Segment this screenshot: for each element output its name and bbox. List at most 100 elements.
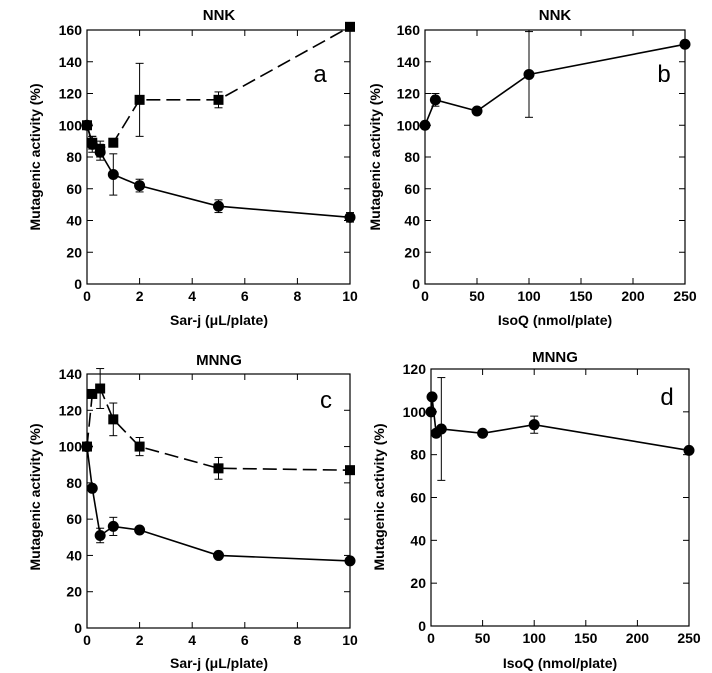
data-point-square	[134, 94, 145, 105]
panel-a-title: NNK	[203, 7, 236, 24]
data-point-circle	[471, 105, 483, 117]
data-point-circle	[435, 423, 447, 435]
y-tick-label: 20	[66, 244, 82, 260]
x-tick-label: 50	[469, 288, 485, 304]
data-point-circle	[344, 211, 356, 223]
series-line-square	[86, 26, 351, 151]
y-tick-label: 120	[59, 402, 83, 418]
data-point-circle	[94, 146, 106, 158]
y-tick-label: 20	[410, 575, 426, 591]
data-point-circle	[213, 549, 224, 561]
panel-d-y-axis-label: Mutagenic activity (%)	[371, 423, 387, 570]
x-tick-label: 0	[83, 632, 91, 648]
y-tick-label: 40	[404, 213, 420, 229]
x-tick-label: 200	[626, 630, 650, 646]
y-tick-label: 140	[59, 54, 83, 70]
y-tick-label: 80	[404, 149, 420, 165]
x-tick-label: 0	[427, 630, 435, 646]
panel-b-plot-frame	[424, 29, 686, 285]
panel-b-title: NNK	[539, 7, 572, 24]
data-point-circle	[107, 520, 119, 532]
y-tick-label: 60	[66, 511, 82, 527]
data-point-circle	[86, 138, 98, 150]
panel-b-ticks: 0 50 100 150 200 250 0 20 40 60 80 100 120 140 160	[397, 22, 697, 304]
x-tick-label: 6	[241, 288, 249, 304]
y-tick-label: 100	[59, 439, 83, 455]
data-point-square	[345, 465, 355, 476]
panel-c-y-axis-label: Mutagenic activity (%)	[27, 423, 43, 570]
y-tick-label: 120	[397, 86, 421, 102]
panel-c-letter: c	[320, 387, 332, 414]
y-tick-label: 80	[410, 447, 426, 463]
y-tick-label: 20	[66, 584, 82, 600]
data-point-circle	[134, 524, 146, 536]
data-point-circle	[86, 482, 98, 494]
y-tick-label: 40	[66, 213, 82, 229]
panel-d-data	[425, 377, 695, 481]
panel-c-x-axis-label: Sar-j (μL/plate)	[170, 655, 268, 671]
x-tick-label: 150	[574, 630, 598, 646]
x-tick-label: 100	[517, 288, 541, 304]
x-tick-label: 10	[342, 288, 358, 304]
y-tick-label: 140	[59, 366, 83, 382]
x-tick-label: 2	[136, 288, 144, 304]
panel-a-plot-frame	[86, 29, 351, 285]
data-point-square	[213, 94, 224, 105]
panel-a-y-axis-label: Mutagenic activity (%)	[27, 83, 43, 230]
x-tick-label: 6	[241, 632, 249, 648]
y-tick-label: 60	[410, 490, 426, 506]
data-point-circle	[94, 529, 106, 541]
x-tick-label: 0	[83, 288, 91, 304]
x-tick-label: 8	[294, 288, 302, 304]
x-tick-label: 250	[677, 630, 701, 646]
x-tick-label: 4	[188, 632, 196, 648]
x-tick-label: 2	[136, 632, 144, 648]
panel-d-x-axis-label: IsoQ (nmol/plate)	[503, 655, 617, 671]
y-tick-label: 60	[404, 181, 420, 197]
y-tick-label: 0	[412, 276, 420, 292]
x-tick-label: 100	[523, 630, 547, 646]
data-point-square	[108, 414, 119, 425]
panel-d-title: MNNG	[532, 349, 578, 366]
series-line-circle	[424, 43, 686, 126]
y-tick-label: 0	[418, 618, 426, 634]
x-tick-label: 10	[342, 632, 358, 648]
panel-d-ticks: 0 50 100 150 200 250 0 20 40 60 80 100 120	[403, 361, 701, 646]
y-tick-label: 120	[59, 86, 83, 102]
y-tick-label: 40	[410, 532, 426, 548]
panel-c-title: MNNG	[196, 352, 242, 369]
panel-c-plot-frame	[86, 373, 351, 629]
series-line-circle	[430, 396, 690, 452]
panel-b-letter: b	[657, 61, 670, 88]
y-tick-label: 0	[74, 620, 82, 636]
data-point-square	[134, 441, 145, 452]
data-point-square	[95, 383, 106, 394]
data-point-circle	[683, 444, 695, 456]
y-tick-label: 80	[66, 475, 82, 491]
panel-d-letter: d	[660, 384, 673, 411]
x-tick-label: 0	[421, 288, 429, 304]
data-point-circle	[528, 419, 540, 431]
data-point-circle	[477, 427, 489, 439]
data-point-square	[87, 388, 98, 399]
data-point-circle	[107, 168, 119, 180]
panel-c-data	[81, 368, 356, 567]
y-tick-label: 100	[59, 117, 83, 133]
x-tick-label: 150	[569, 288, 593, 304]
data-point-circle	[344, 555, 356, 567]
panel-d: MNNG 0 50 100 150 200 250 0 20 40 60 80 100 120 d Is…	[371, 349, 701, 671]
data-point-square	[108, 137, 119, 148]
y-tick-label: 60	[66, 181, 82, 197]
data-point-circle	[523, 68, 535, 80]
data-point-circle	[134, 180, 146, 192]
panel-b-y-axis-label: Mutagenic activity (%)	[367, 83, 383, 230]
panel-b: NNK 0 50 100 150 200 250 0 20 40 60 80 100 120 140 160…	[367, 7, 697, 328]
y-tick-label: 100	[397, 117, 421, 133]
x-tick-label: 250	[673, 288, 697, 304]
x-tick-label: 8	[294, 632, 302, 648]
data-point-circle	[426, 391, 438, 403]
panel-b-data	[419, 31, 691, 131]
